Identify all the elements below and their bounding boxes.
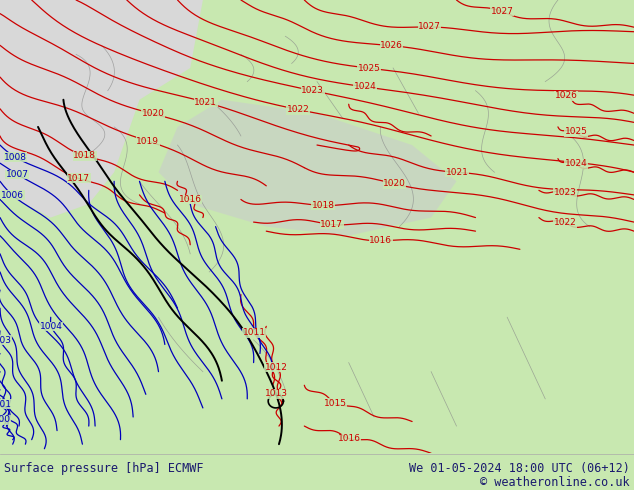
Text: 1011: 1011 <box>243 328 266 337</box>
Text: 1026: 1026 <box>555 91 578 100</box>
Text: 1019: 1019 <box>136 137 159 146</box>
Text: 1023: 1023 <box>553 188 576 196</box>
Text: 1027: 1027 <box>418 23 441 31</box>
Polygon shape <box>158 99 456 236</box>
Text: 1025: 1025 <box>564 127 588 136</box>
Text: 1020: 1020 <box>383 179 406 188</box>
Text: 1022: 1022 <box>554 218 577 227</box>
Text: 1001: 1001 <box>0 399 12 409</box>
Text: 1013: 1013 <box>266 389 288 398</box>
Text: 1024: 1024 <box>565 159 587 168</box>
Text: 1004: 1004 <box>40 322 63 331</box>
Text: We 01-05-2024 18:00 UTC (06+12): We 01-05-2024 18:00 UTC (06+12) <box>409 462 630 475</box>
Text: 1018: 1018 <box>312 201 335 210</box>
Text: 1025: 1025 <box>358 64 380 73</box>
Text: 1022: 1022 <box>287 105 309 114</box>
Text: 1017: 1017 <box>320 220 343 229</box>
Text: 1017: 1017 <box>67 174 90 183</box>
Text: 1008: 1008 <box>4 153 27 162</box>
Text: 1016: 1016 <box>337 434 361 443</box>
Text: 1006: 1006 <box>1 191 24 200</box>
Text: 1020: 1020 <box>142 109 165 119</box>
Polygon shape <box>0 0 203 218</box>
Text: 1012: 1012 <box>265 363 288 372</box>
Text: 1026: 1026 <box>380 41 403 50</box>
Text: © weatheronline.co.uk: © weatheronline.co.uk <box>481 476 630 489</box>
Text: 1018: 1018 <box>73 151 96 160</box>
Text: 1000: 1000 <box>0 416 11 424</box>
Text: 1027: 1027 <box>491 7 514 16</box>
Text: 1015: 1015 <box>324 399 347 408</box>
Text: 1003: 1003 <box>0 336 12 344</box>
Text: 1021: 1021 <box>195 98 217 107</box>
Text: 1016: 1016 <box>179 195 202 204</box>
Text: 1007: 1007 <box>6 170 29 179</box>
Text: 1021: 1021 <box>446 168 469 177</box>
Text: 1024: 1024 <box>354 82 377 92</box>
Text: 1023: 1023 <box>301 86 324 95</box>
Text: 1016: 1016 <box>369 236 392 245</box>
Text: Surface pressure [hPa] ECMWF: Surface pressure [hPa] ECMWF <box>4 462 204 475</box>
